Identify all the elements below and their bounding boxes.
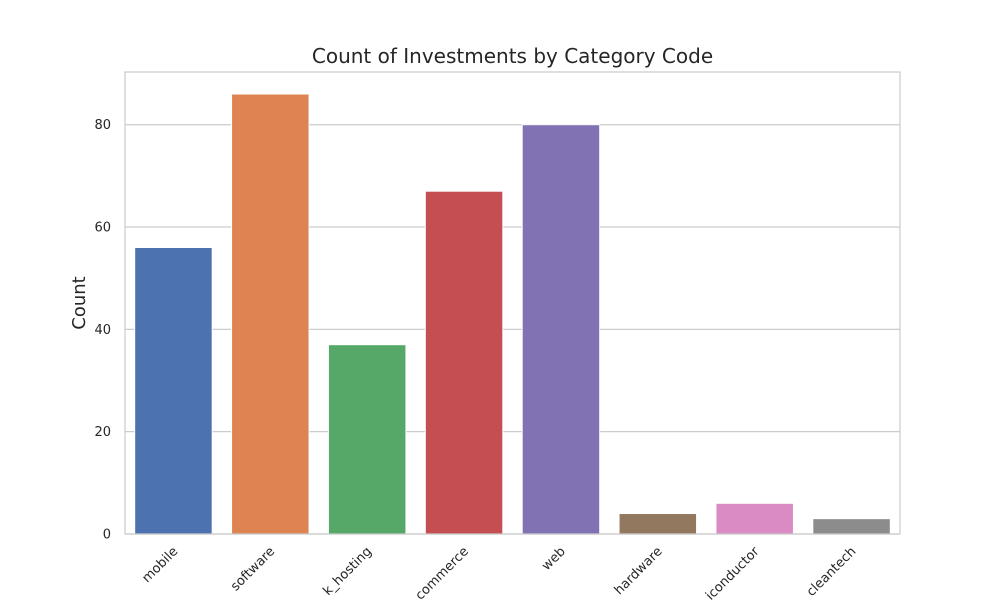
bar-hardware	[618, 513, 698, 535]
y-tick-label: 60	[94, 221, 111, 236]
bar-mobile	[134, 246, 213, 535]
bar-semiconductor	[715, 502, 794, 535]
x-tick-label: web	[539, 544, 569, 574]
y-tick-label: 80	[94, 118, 111, 133]
bar-web	[521, 124, 601, 535]
bar-cleantech	[812, 518, 891, 535]
x-tick-labels: mobile software k_hosting commerce web hardwa…	[139, 544, 859, 600]
bar-network-hosting	[327, 344, 407, 535]
x-tick-label: cleantech	[804, 544, 859, 599]
y-tick-label: 20	[94, 425, 111, 440]
plot-frame	[124, 71, 901, 535]
x-tick-label: iconductor	[703, 544, 763, 600]
chart-title: Count of Investments by Category Code	[312, 44, 713, 68]
bar-software	[231, 93, 310, 535]
x-tick-label: hardware	[612, 544, 666, 598]
x-tick-label: k_hosting	[320, 544, 375, 599]
y-axis-title: Count	[69, 276, 90, 329]
y-tick-labels: 0 20 40 60 80	[94, 118, 111, 542]
x-tick-label: software	[228, 544, 278, 594]
x-tick-label: mobile	[139, 544, 181, 586]
y-tick-label: 0	[103, 528, 111, 543]
bars	[134, 93, 891, 535]
x-tick-label: commerce	[413, 544, 472, 600]
bar-ecommerce	[424, 190, 504, 535]
y-tick-label: 40	[94, 323, 111, 338]
